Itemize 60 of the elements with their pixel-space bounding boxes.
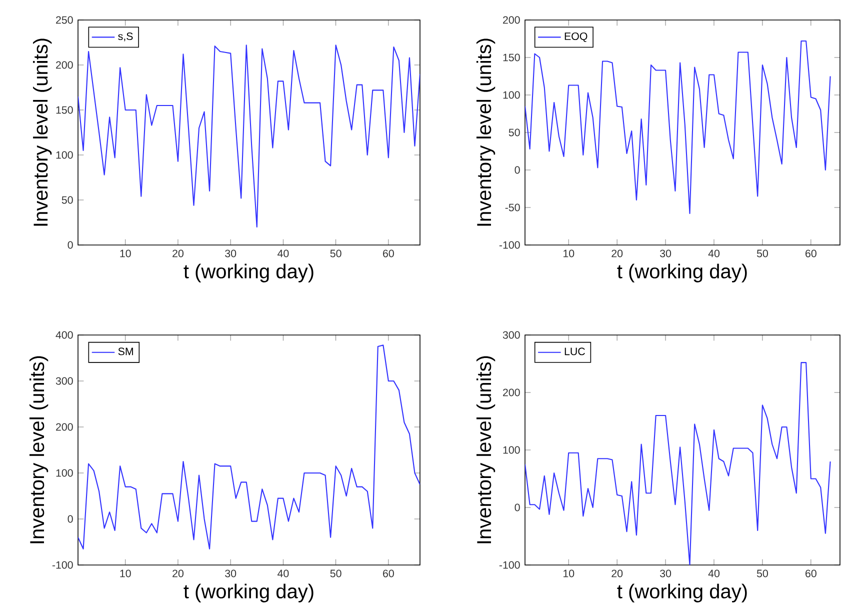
x-tick-label: 40 <box>708 570 720 578</box>
y-tick-label: -100 <box>52 561 73 569</box>
y-tick-label: 200 <box>503 16 520 24</box>
legend-label: EOQ <box>564 32 588 42</box>
y-tick-label: 50 <box>62 196 73 204</box>
y-tick-label: 150 <box>503 54 520 62</box>
y-tick-label: 100 <box>56 151 73 159</box>
y-tick-label: 0 <box>68 515 73 523</box>
x-tick-label: 30 <box>225 250 236 258</box>
y-tick-label: 50 <box>508 128 520 136</box>
legend-label: s,S <box>118 32 133 42</box>
y-tick-label: 200 <box>503 388 520 396</box>
x-tick-label: 50 <box>330 570 342 578</box>
y-tick-label: -100 <box>499 561 520 569</box>
x-tick-label: 40 <box>708 250 720 258</box>
y-tick-label: 300 <box>56 377 73 385</box>
x-axis-title: t (working day) <box>617 584 747 602</box>
x-tick-label: 60 <box>806 250 816 258</box>
y-tick-label: 0 <box>68 241 73 249</box>
y-axis-title: Inventory level (units) <box>29 356 48 544</box>
legend-label: SM <box>118 348 133 356</box>
x-tick-label: 10 <box>563 250 574 258</box>
x-axis-title: t (working day) <box>184 584 314 602</box>
x-tick-label: 60 <box>806 570 816 578</box>
legend-label: LUC <box>564 348 585 356</box>
x-tick-label: 10 <box>563 570 574 578</box>
y-axis-title: Inventory level (units) <box>33 38 52 226</box>
y-tick-label: -50 <box>505 204 520 212</box>
x-tick-label: 20 <box>172 250 184 258</box>
y-tick-label: 100 <box>56 469 73 477</box>
x-tick-label: 10 <box>120 250 131 258</box>
x-axis-title: t (working day) <box>184 264 314 282</box>
x-tick-label: 60 <box>383 570 394 578</box>
y-tick-label: 200 <box>56 61 73 69</box>
x-tick-label: 50 <box>756 250 768 258</box>
y-tick-label: 300 <box>502 331 520 339</box>
y-axis-title: Inventory level (units) <box>476 38 496 226</box>
y-tick-label: 100 <box>503 91 520 99</box>
x-tick-label: 10 <box>120 570 131 578</box>
y-axis-title: Inventory level (units) <box>476 356 496 544</box>
y-tick-label: 400 <box>56 331 73 339</box>
x-tick-label: 40 <box>278 570 289 578</box>
y-tick-label: 0 <box>514 166 520 174</box>
x-axis-title: t (working day) <box>617 264 747 282</box>
x-tick-label: 20 <box>612 250 623 258</box>
x-tick-label: 50 <box>330 250 342 258</box>
x-tick-label: 20 <box>172 570 184 578</box>
y-tick-label: 200 <box>56 423 73 431</box>
x-tick-label: 30 <box>660 570 672 578</box>
x-tick-label: 30 <box>225 570 236 578</box>
y-tick-label: 0 <box>514 504 520 512</box>
x-tick-label: 30 <box>660 250 672 258</box>
y-tick-label: 100 <box>503 446 520 454</box>
y-tick-label: -100 <box>499 241 520 249</box>
x-tick-label: 50 <box>756 570 768 578</box>
x-tick-label: 40 <box>278 250 289 258</box>
y-tick-label: 250 <box>56 16 73 24</box>
x-tick-label: 20 <box>612 570 623 578</box>
y-tick-label: 150 <box>56 106 73 114</box>
x-tick-label: 60 <box>383 250 394 258</box>
